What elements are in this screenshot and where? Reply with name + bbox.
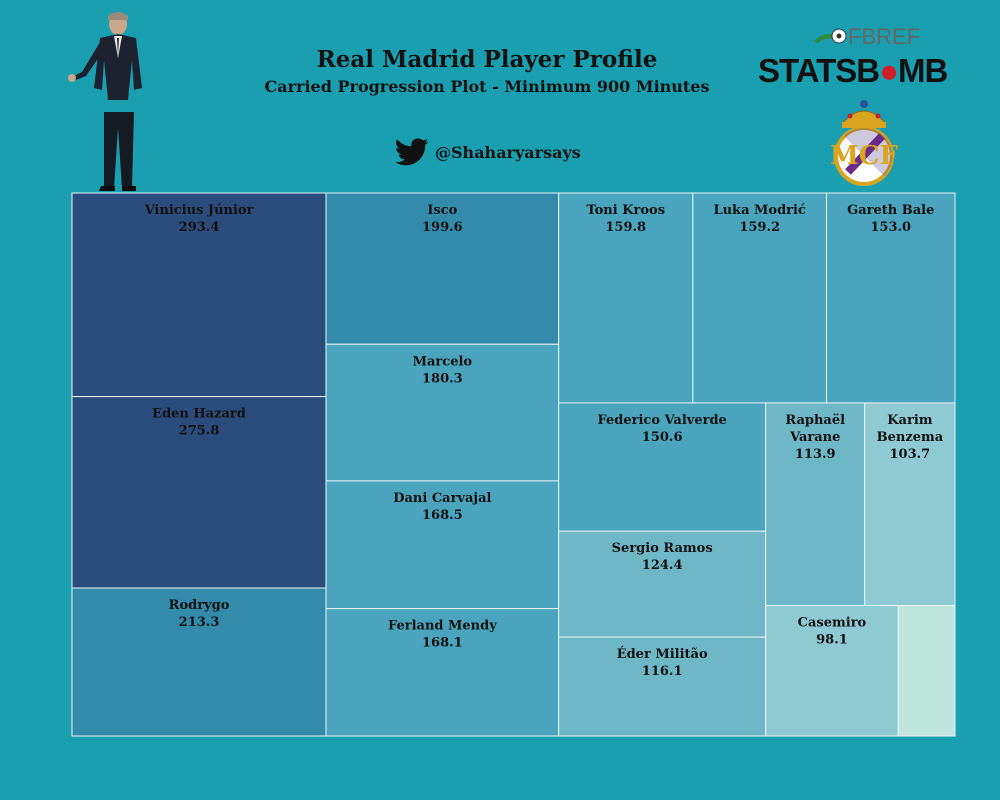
tile-name-label: Isco — [427, 203, 457, 218]
tile-name-label: Rodrygo — [169, 598, 230, 613]
tile-name-label: Gareth Bale — [847, 203, 934, 218]
treemap-tile-marcelo: Marcelo 180.3 — [325, 343, 560, 482]
tile-name-label: Eden Hazard — [152, 407, 246, 422]
tile-value-label: 213.3 — [179, 615, 220, 630]
treemap-rect — [71, 192, 327, 398]
treemap-tile-toni-kroos: Toni Kroos 159.8 — [558, 192, 694, 404]
treemap-tile-dani-carvajal: Dani Carvajal 168.5 — [325, 480, 560, 610]
treemap-rect — [692, 192, 828, 404]
tile-name-label: Vinicius Júnior — [144, 203, 254, 218]
treemap-tile-karim-benzema: Karim Benzema 103.7 — [864, 402, 956, 607]
treemap-tile-federico-valverde: Federico Valverde 150.6 — [558, 402, 767, 532]
treemap-rect — [897, 605, 956, 737]
tile-value-label: 116.1 — [642, 664, 683, 679]
fbref-text: FBREF — [848, 24, 921, 49]
tile-value-label: 293.4 — [179, 220, 220, 235]
tile-value-label: 98.1 — [816, 633, 848, 648]
chart-title: Real Madrid Player Profile — [316, 46, 658, 73]
tile-name-label: Casemiro — [798, 616, 867, 631]
tile-name-label: Sergio Ramos — [612, 541, 713, 556]
treemap-rect — [558, 636, 767, 737]
treemap-tile-sergio-ramos: Sergio Ramos 124.4 — [558, 530, 767, 638]
treemap-rect — [864, 402, 956, 607]
treemap-tile-luka-modric: Luka Modrić 159.2 — [692, 192, 828, 404]
tile-name-label: Marcelo — [413, 354, 473, 369]
treemap-tile-raphael-varane: Raphaël Varane 113.9 — [765, 402, 866, 607]
real-madrid-crest-icon: MCF — [830, 100, 899, 186]
tile-name-label: Dani Carvajal — [393, 491, 491, 506]
tile-name-label: Varane — [789, 430, 840, 445]
tile-name-label: Federico Valverde — [597, 413, 726, 428]
treemap-rect — [558, 192, 694, 404]
tile-value-label: 103.7 — [890, 447, 931, 462]
treemap-rect — [71, 396, 327, 589]
statsbomb-text-b: MB — [898, 52, 948, 89]
tile-value-label: 150.6 — [642, 430, 683, 445]
tile-name-label: Raphaël — [785, 413, 845, 428]
treemap-tile-casemiro: Casemiro 98.1 — [765, 605, 899, 737]
treemap-tile-isco: Isco 199.6 — [325, 192, 560, 345]
tile-name-label: Éder Militão — [617, 646, 708, 662]
treemap-tile-eder-militao: Éder Militão 116.1 — [558, 636, 767, 737]
tile-value-label: 124.4 — [642, 558, 683, 573]
twitter-credit: @Shaharyarsays — [395, 138, 581, 166]
tile-value-label: 168.5 — [422, 508, 463, 523]
tile-value-label: 168.1 — [422, 636, 463, 651]
treemap-tile-rodrygo: Rodrygo 213.3 — [71, 587, 327, 737]
tile-value-label: 199.6 — [422, 220, 463, 235]
treemap-rect — [558, 402, 767, 532]
tile-name-label: Benzema — [877, 430, 944, 445]
treemap-tile-gareth-bale: Gareth Bale 153.0 — [826, 192, 956, 404]
tile-value-label: 159.8 — [605, 220, 646, 235]
coach-photo — [68, 12, 142, 191]
tile-name-label: Luka Modrić — [713, 203, 805, 218]
treemap-rect — [765, 605, 899, 737]
tile-value-label: 180.3 — [422, 371, 463, 386]
tile-name-label: Ferland Mendy — [388, 619, 497, 634]
statsbomb-o-icon: ● — [879, 52, 899, 89]
treemap-tile-vinicius-junior: Vinicius Júnior 293.4 — [71, 192, 327, 398]
treemap-tile-other — [897, 605, 956, 737]
fbref-logo: FBREF — [814, 24, 920, 50]
treemap-rect — [71, 587, 327, 737]
treemap-rect — [325, 343, 560, 482]
treemap-tile-ferland-mendy: Ferland Mendy 168.1 — [325, 608, 560, 737]
svg-text:MCF: MCF — [830, 141, 898, 171]
twitter-handle: @Shaharyarsays — [435, 142, 581, 162]
tile-value-label: 113.9 — [795, 447, 836, 462]
tile-value-label: 153.0 — [870, 220, 911, 235]
tile-value-label: 159.2 — [739, 220, 780, 235]
treemap-rect — [826, 192, 956, 404]
treemap-rect — [325, 608, 560, 737]
tile-name-label: Karim — [887, 413, 933, 428]
chart-subtitle: Carried Progression Plot - Minimum 900 M… — [264, 77, 710, 96]
treemap-tile-eden-hazard: Eden Hazard 275.8 — [71, 396, 327, 589]
tile-value-label: 275.8 — [179, 424, 220, 439]
treemap-rect — [325, 480, 560, 610]
tile-name-label: Toni Kroos — [586, 203, 665, 218]
statsbomb-text-a: STATSB — [758, 52, 880, 89]
statsbomb-logo: STATSB●MB — [758, 52, 948, 90]
twitter-bird-icon — [395, 138, 429, 166]
treemap-rect — [325, 192, 560, 345]
soccer-ball-icon — [814, 28, 847, 44]
